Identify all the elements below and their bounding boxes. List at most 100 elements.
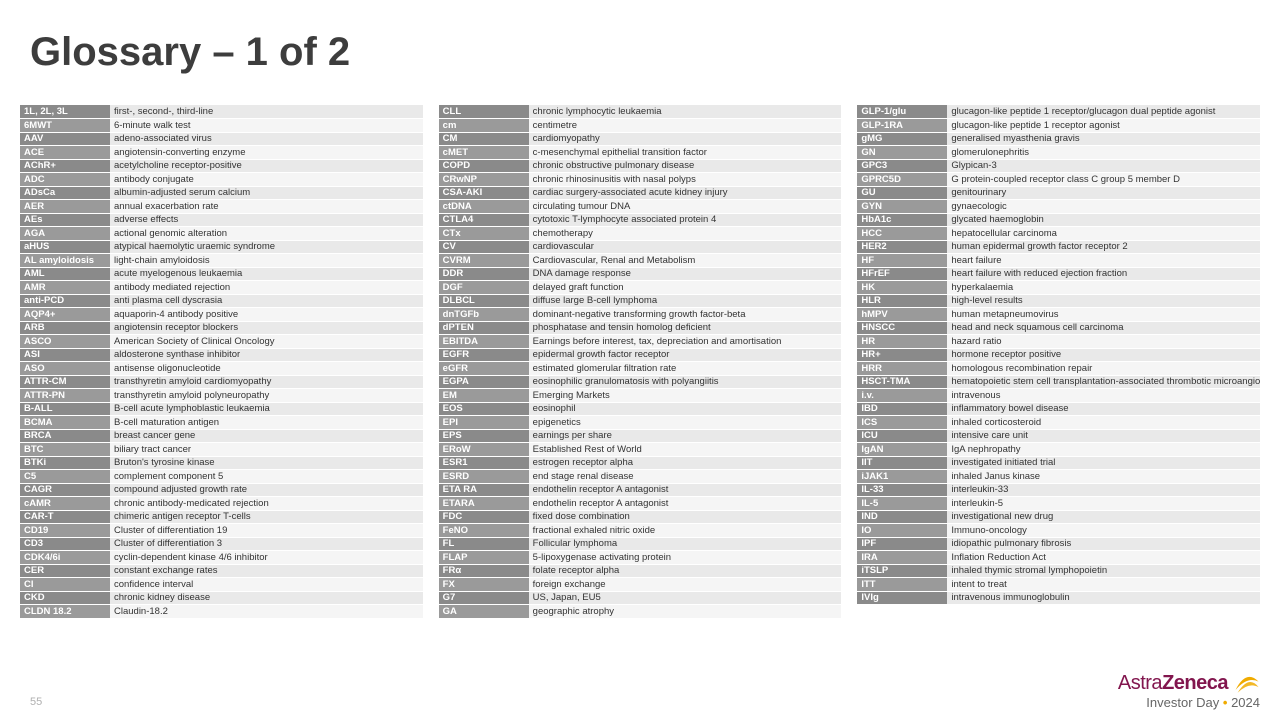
table-row: anti-PCDanti plasma cell dyscrasia: [20, 294, 423, 308]
page-number: 55: [30, 696, 42, 708]
table-row: HNSCChead and neck squamous cell carcino…: [857, 321, 1260, 335]
table-row: FDCfixed dose combination: [439, 510, 842, 524]
table-row: dPTENphosphatase and tensin homolog defi…: [439, 321, 842, 335]
glossary-abbr: CM: [439, 132, 529, 146]
table-row: GNglomerulonephritis: [857, 146, 1260, 160]
table-row: HSCT-TMAhematopoietic stem cell transpla…: [857, 375, 1260, 389]
glossary-abbr: aHUS: [20, 240, 110, 254]
glossary-def: circulating tumour DNA: [529, 200, 842, 214]
glossary-def: Cluster of differentiation 19: [110, 524, 423, 538]
glossary-def: interleukin-33: [947, 483, 1260, 497]
glossary-abbr: 6MWT: [20, 119, 110, 133]
glossary-def: chimeric antigen receptor T-cells: [110, 510, 423, 524]
glossary-def: transthyretin amyloid cardiomyopathy: [110, 375, 423, 389]
glossary-abbr: HCC: [857, 227, 947, 241]
glossary-abbr: ARB: [20, 321, 110, 335]
glossary-def: DNA damage response: [529, 267, 842, 281]
glossary-col-1: 1L, 2L, 3Lfirst-, second-, third-line6MW…: [20, 105, 423, 619]
table-row: ESRDend stage renal disease: [439, 470, 842, 484]
table-row: hMPVhuman metapneumovirus: [857, 308, 1260, 322]
glossary-abbr: IO: [857, 524, 947, 538]
glossary-def: intensive care unit: [947, 429, 1260, 443]
glossary-abbr: CTx: [439, 227, 529, 241]
glossary-def: hazard ratio: [947, 335, 1260, 349]
glossary-def: glucagon-like peptide 1 receptor/glucago…: [947, 105, 1260, 119]
table-row: GLP-1/gluglucagon-like peptide 1 recepto…: [857, 105, 1260, 119]
table-row: IVIgintravenous immunoglobulin: [857, 591, 1260, 605]
table-row: HLRhigh-level results: [857, 294, 1260, 308]
glossary-abbr: IND: [857, 510, 947, 524]
table-row: cMETc-mesenchymal epithelial transition …: [439, 146, 842, 160]
glossary-abbr: EOS: [439, 402, 529, 416]
table-row: ATTR-CMtransthyretin amyloid cardiomyopa…: [20, 375, 423, 389]
glossary-abbr: ERoW: [439, 443, 529, 457]
glossary-def: phosphatase and tensin homolog deficient: [529, 321, 842, 335]
glossary-def: biliary tract cancer: [110, 443, 423, 457]
glossary-def: complement component 5: [110, 470, 423, 484]
table-row: CSA-AKIcardiac surgery-associated acute …: [439, 186, 842, 200]
table-row: BTKiBruton's tyrosine kinase: [20, 456, 423, 470]
glossary-col-3: GLP-1/gluglucagon-like peptide 1 recepto…: [857, 105, 1260, 619]
glossary-abbr: CSA-AKI: [439, 186, 529, 200]
glossary-def: Inflation Reduction Act: [947, 551, 1260, 565]
glossary-abbr: ADsCa: [20, 186, 110, 200]
glossary-def: glycated haemoglobin: [947, 213, 1260, 227]
table-row: G7US, Japan, EU5: [439, 591, 842, 605]
glossary-abbr: AGA: [20, 227, 110, 241]
glossary-def: glomerulonephritis: [947, 146, 1260, 160]
table-row: cmcentimetre: [439, 119, 842, 133]
table-row: FXforeign exchange: [439, 578, 842, 592]
glossary-def: breast cancer gene: [110, 429, 423, 443]
glossary-abbr: GYN: [857, 200, 947, 214]
glossary-def: anti plasma cell dyscrasia: [110, 294, 423, 308]
table-row: CTxchemotherapy: [439, 227, 842, 241]
table-row: EMEmerging Markets: [439, 389, 842, 403]
table-row: HbA1cglycated haemoglobin: [857, 213, 1260, 227]
glossary-abbr: HRR: [857, 362, 947, 376]
glossary-abbr: GA: [439, 605, 529, 619]
table-row: FRαfolate receptor alpha: [439, 564, 842, 578]
table-row: 1L, 2L, 3Lfirst-, second-, third-line: [20, 105, 423, 119]
glossary-abbr: i.v.: [857, 389, 947, 403]
glossary-abbr: CLL: [439, 105, 529, 119]
glossary-abbr: GN: [857, 146, 947, 160]
glossary-def: heart failure with reduced ejection frac…: [947, 267, 1260, 281]
glossary-def: confidence interval: [110, 578, 423, 592]
glossary-def: idiopathic pulmonary fibrosis: [947, 537, 1260, 551]
glossary-abbr: ctDNA: [439, 200, 529, 214]
glossary-abbr: CD3: [20, 537, 110, 551]
glossary-abbr: AChR+: [20, 159, 110, 173]
glossary-abbr: cAMR: [20, 497, 110, 511]
table-row: CKDchronic kidney disease: [20, 591, 423, 605]
glossary-abbr: B-ALL: [20, 402, 110, 416]
glossary-abbr: HR: [857, 335, 947, 349]
table-row: AQP4+aquaporin-4 antibody positive: [20, 308, 423, 322]
glossary-def: earnings per share: [529, 429, 842, 443]
glossary-abbr: GLP-1/glu: [857, 105, 947, 119]
glossary-def: inhaled corticosteroid: [947, 416, 1260, 430]
glossary-abbr: FDC: [439, 510, 529, 524]
glossary-def: B-cell acute lymphoblastic leukaemia: [110, 402, 423, 416]
glossary-def: B-cell maturation antigen: [110, 416, 423, 430]
glossary-abbr: BTKi: [20, 456, 110, 470]
tagline-dot: •: [1223, 695, 1228, 710]
glossary-def: US, Japan, EU5: [529, 591, 842, 605]
glossary-def: 5-lipoxygenase activating protein: [529, 551, 842, 565]
table-row: BRCAbreast cancer gene: [20, 429, 423, 443]
glossary-abbr: AL amyloidosis: [20, 254, 110, 268]
glossary-def: human epidermal growth factor receptor 2: [947, 240, 1260, 254]
glossary-def: light-chain amyloidosis: [110, 254, 423, 268]
table-row: CLLchronic lymphocytic leukaemia: [439, 105, 842, 119]
table-row: COPDchronic obstructive pulmonary diseas…: [439, 159, 842, 173]
glossary-abbr: IL-5: [857, 497, 947, 511]
glossary-def: eosinophilic granulomatosis with polyang…: [529, 375, 842, 389]
table-row: ESR1estrogen receptor alpha: [439, 456, 842, 470]
table-row: HFrEFheart failure with reduced ejection…: [857, 267, 1260, 281]
table-row: HER2human epidermal growth factor recept…: [857, 240, 1260, 254]
table-row: DDRDNA damage response: [439, 267, 842, 281]
glossary-def: hepatocellular carcinoma: [947, 227, 1260, 241]
glossary-def: aquaporin-4 antibody positive: [110, 308, 423, 322]
glossary-abbr: ITT: [857, 578, 947, 592]
glossary-def: gynaecologic: [947, 200, 1260, 214]
table-row: CMcardiomyopathy: [439, 132, 842, 146]
